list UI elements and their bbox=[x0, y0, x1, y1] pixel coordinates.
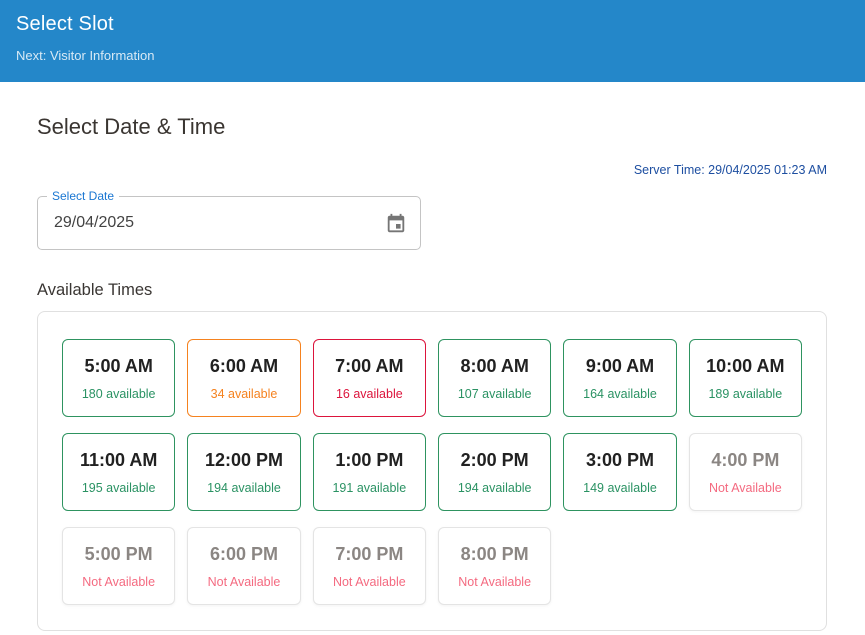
app-header: Select Slot Next: Visitor Information bbox=[0, 0, 865, 82]
slot-availability-label: 194 available bbox=[207, 480, 281, 495]
slot-time-label: 10:00 AM bbox=[706, 355, 785, 376]
slot-availability-label: 191 available bbox=[332, 480, 407, 495]
page-title: Select Slot bbox=[16, 13, 114, 35]
time-slot-button: 7:00 PM Not Available bbox=[312, 527, 426, 605]
slot-time-label: 3:00 PM bbox=[585, 449, 654, 470]
slot-availability-label: 107 available bbox=[457, 386, 532, 401]
time-slot-button[interactable]: 7:00 AM 16 available bbox=[312, 339, 426, 417]
time-slot-button[interactable]: 1:00 PM 191 available bbox=[312, 433, 426, 511]
time-slot-button: 4:00 PM Not Available bbox=[688, 433, 802, 511]
slot-availability-label: 16 available bbox=[335, 386, 403, 401]
date-field-label: Select Date bbox=[47, 189, 120, 203]
slot-time-label: 11:00 AM bbox=[79, 449, 158, 470]
slot-availability-label: Not Available bbox=[458, 574, 532, 589]
slot-time-label: 6:00 AM bbox=[209, 355, 279, 376]
slot-time-label: 2:00 PM bbox=[460, 449, 529, 470]
slot-time-label: 1:00 PM bbox=[335, 449, 404, 470]
time-slot-button: 5:00 PM Not Available bbox=[62, 527, 176, 605]
slot-availability-label: 194 available bbox=[457, 480, 532, 495]
slot-availability-label: 180 available bbox=[81, 386, 156, 401]
slot-time-label: 7:00 PM bbox=[335, 543, 404, 564]
time-slot-button[interactable]: 12:00 PM 194 available bbox=[187, 433, 301, 511]
calendar-picker-button[interactable] bbox=[383, 211, 409, 237]
time-slot-button[interactable]: 8:00 AM 107 available bbox=[438, 339, 552, 417]
select-date-field[interactable]: Select Date bbox=[37, 189, 421, 250]
server-time-label: Server Time: 29/04/2025 01:23 AM bbox=[633, 163, 827, 177]
slot-time-label: 9:00 AM bbox=[585, 355, 655, 376]
slot-time-label: 5:00 PM bbox=[84, 543, 153, 564]
main-content: Select Date & Time Server Time: 29/04/20… bbox=[0, 114, 865, 631]
slot-time-label: 5:00 AM bbox=[84, 355, 153, 376]
calendar-icon bbox=[385, 213, 407, 238]
slot-time-label: 6:00 PM bbox=[209, 543, 278, 564]
slot-time-label: 4:00 PM bbox=[711, 449, 780, 470]
slot-availability-label: Not Available bbox=[82, 574, 156, 589]
time-slot-button[interactable]: 6:00 AM 34 available bbox=[187, 339, 301, 417]
section-heading: Select Date & Time bbox=[37, 114, 226, 139]
slot-availability-label: 149 available bbox=[583, 480, 657, 495]
time-slot-button: 8:00 PM Not Available bbox=[438, 527, 552, 605]
slot-availability-label: 34 available bbox=[210, 386, 278, 401]
time-slot-button[interactable]: 9:00 AM 164 available bbox=[563, 339, 677, 417]
time-slot-grid: 5:00 AM 180 available 6:00 AM 34 availab… bbox=[62, 339, 802, 605]
slot-availability-label: 195 available bbox=[81, 480, 156, 495]
time-slot-button[interactable]: 5:00 AM 180 available bbox=[62, 339, 176, 417]
date-input[interactable] bbox=[52, 213, 356, 233]
time-slot-button: 6:00 PM Not Available bbox=[187, 527, 301, 605]
slot-time-label: 8:00 AM bbox=[460, 355, 529, 376]
slot-availability-label: 164 available bbox=[583, 386, 657, 401]
slot-availability-label: Not Available bbox=[332, 574, 406, 589]
time-slot-button[interactable]: 2:00 PM 194 available bbox=[438, 433, 552, 511]
slot-time-label: 12:00 PM bbox=[204, 449, 284, 470]
next-step-label: Next: Visitor Information bbox=[16, 48, 155, 63]
time-slot-button[interactable]: 11:00 AM 195 available bbox=[62, 433, 176, 511]
time-slot-button[interactable]: 10:00 AM 189 available bbox=[688, 339, 802, 417]
slot-availability-label: Not Available bbox=[708, 480, 782, 495]
slot-time-label: 8:00 PM bbox=[460, 543, 529, 564]
slot-availability-label: Not Available bbox=[207, 574, 281, 589]
available-times-heading: Available Times bbox=[37, 281, 153, 299]
time-slot-button[interactable]: 3:00 PM 149 available bbox=[563, 433, 677, 511]
slot-availability-label: 189 available bbox=[708, 386, 783, 401]
slot-time-label: 7:00 AM bbox=[335, 355, 404, 376]
time-slot-panel: 5:00 AM 180 available 6:00 AM 34 availab… bbox=[37, 311, 827, 631]
